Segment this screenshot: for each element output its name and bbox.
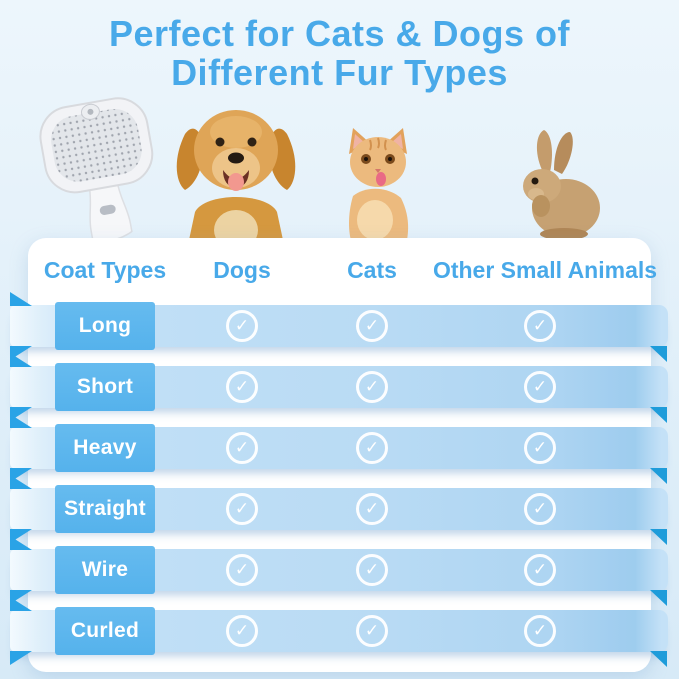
coat-type-label: Short [55, 363, 155, 411]
ribbon-fold-icon [650, 529, 667, 545]
check-circle-icon: ✓ [524, 615, 556, 647]
rabbit-photo [523, 130, 600, 240]
check-circle-icon: ✓ [356, 554, 388, 586]
ribbon-fold-icon [650, 346, 667, 362]
coat-type-label: Heavy [55, 424, 155, 472]
brush-image [39, 97, 154, 242]
coat-type-label: Wire [55, 546, 155, 594]
check-circle-icon: ✓ [226, 371, 258, 403]
table-row-long: Long ✓ ✓ ✓ [10, 292, 668, 362]
check-circle-icon: ✓ [524, 371, 556, 403]
check-circle-icon: ✓ [226, 493, 258, 525]
column-header-other-small-animals: Other Small Animals [432, 257, 658, 283]
column-header-cats: Cats [347, 257, 397, 283]
check-circle-icon: ✓ [356, 371, 388, 403]
column-header-coat-types: Coat Types [43, 257, 167, 283]
table-row-short: Short ✓ ✓ ✓ [10, 353, 668, 423]
check-circle-icon: ✓ [226, 432, 258, 464]
check-circle-icon: ✓ [226, 615, 258, 647]
check-circle-icon: ✓ [356, 615, 388, 647]
ribbon-fold-icon [650, 590, 667, 606]
table-row-heavy: Heavy ✓ ✓ ✓ [10, 414, 668, 484]
check-circle-icon: ✓ [524, 493, 556, 525]
coat-type-label: Curled [55, 607, 155, 655]
check-circle-icon: ✓ [356, 310, 388, 342]
check-circle-icon: ✓ [226, 310, 258, 342]
coat-type-label: Long [55, 302, 155, 350]
ribbon-fold-icon [650, 468, 667, 484]
page-title: Perfect for Cats & Dogs of Different Fur… [0, 14, 679, 92]
check-circle-icon: ✓ [524, 310, 556, 342]
dog-photo [176, 110, 296, 240]
check-circle-icon: ✓ [356, 432, 388, 464]
table-row-straight: Straight ✓ ✓ ✓ [10, 475, 668, 545]
table-row-curled: Curled ✓ ✓ ✓ [10, 597, 668, 667]
coat-type-label: Straight [55, 485, 155, 533]
column-header-dogs: Dogs [213, 257, 271, 283]
table-row-wire: Wire ✓ ✓ ✓ [10, 536, 668, 606]
ribbon-fold-icon [650, 651, 667, 667]
title-line-1: Perfect for Cats & Dogs of [108, 13, 571, 54]
check-circle-icon: ✓ [356, 493, 388, 525]
ribbon-fold-icon [650, 407, 667, 423]
check-circle-icon: ✓ [524, 554, 556, 586]
check-circle-icon: ✓ [524, 432, 556, 464]
check-circle-icon: ✓ [226, 554, 258, 586]
title-line-2: Different Fur Types [171, 52, 508, 93]
cat-photo [349, 128, 409, 240]
